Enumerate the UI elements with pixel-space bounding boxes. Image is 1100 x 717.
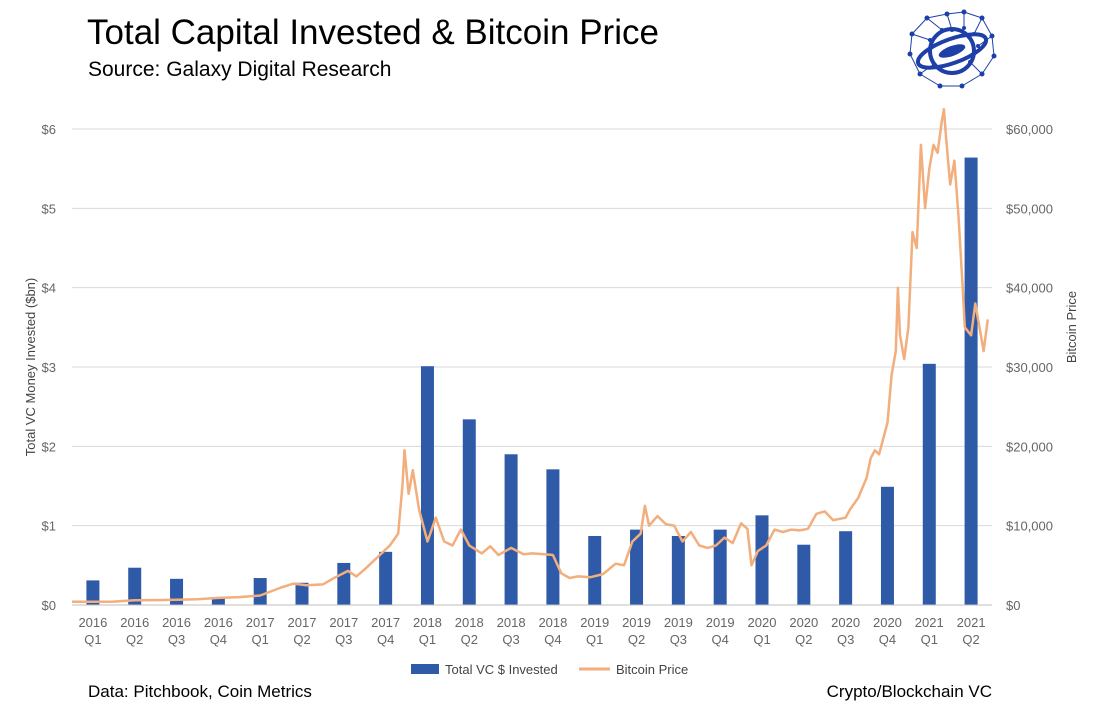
- x-tick-label-year: 2020: [831, 615, 860, 630]
- left-tick-label: $1: [42, 519, 56, 534]
- x-tick-label-year: 2017: [371, 615, 400, 630]
- left-tick-label: $0: [42, 598, 56, 613]
- vc-bar: [295, 582, 309, 605]
- x-tick-label-year: 2020: [748, 615, 777, 630]
- x-tick-label-year: 2018: [413, 615, 442, 630]
- x-tick-label-quarter: Q2: [795, 632, 812, 647]
- x-tick-label-year: 2019: [580, 615, 609, 630]
- right-tick-label: $10,000: [1006, 519, 1053, 534]
- vc-bar: [128, 567, 142, 605]
- x-tick-label-quarter: Q1: [921, 632, 938, 647]
- x-tick-label-year: 2017: [246, 615, 275, 630]
- x-tick-label-quarter: Q3: [670, 632, 687, 647]
- vc-bar: [630, 529, 644, 605]
- legend: Total VC $ Invested Bitcoin Price: [411, 662, 688, 677]
- vc-bar: [253, 578, 267, 605]
- x-tick-label-quarter: Q3: [837, 632, 854, 647]
- legend-swatch-vc: [411, 664, 439, 674]
- vc-bar: [337, 562, 351, 605]
- legend-label-vc: Total VC $ Invested: [445, 662, 558, 677]
- bitcoin-price-line: [71, 107, 990, 604]
- x-tick-label-year: 2020: [789, 615, 818, 630]
- x-tick-label-quarter: Q4: [210, 632, 227, 647]
- x-tick-label-quarter: Q1: [252, 632, 269, 647]
- galaxy-logo-icon: [902, 8, 1002, 99]
- left-tick-label: $6: [42, 122, 56, 137]
- vc-bar: [964, 157, 978, 605]
- x-tick-label-year: 2019: [706, 615, 735, 630]
- x-tick-label-quarter: Q1: [753, 632, 770, 647]
- right-tick-label: $60,000: [1006, 122, 1053, 137]
- vc-bar: [420, 366, 434, 605]
- x-tick-label-year: 2017: [288, 615, 317, 630]
- x-tick-label-year: 2018: [497, 615, 526, 630]
- vc-bar: [880, 486, 894, 605]
- x-tick-label-year: 2021: [957, 615, 986, 630]
- x-tick-label-year: 2018: [538, 615, 567, 630]
- right-tick-label: $30,000: [1006, 360, 1053, 375]
- x-tick-label-quarter: Q1: [84, 632, 101, 647]
- vc-bar: [922, 363, 936, 605]
- x-tick-label-quarter: Q2: [962, 632, 979, 647]
- x-tick-label-quarter: Q4: [712, 632, 729, 647]
- chart-subtitle: Source: Galaxy Digital Research: [88, 58, 392, 81]
- right-tick-label: $20,000: [1006, 439, 1053, 454]
- vc-bar: [170, 578, 184, 605]
- x-tick-label-quarter: Q4: [544, 632, 561, 647]
- left-tick-label: $5: [42, 201, 56, 216]
- left-tick-label: $3: [42, 360, 56, 375]
- x-tick-label-year: 2019: [622, 615, 651, 630]
- x-tick-label-year: 2020: [873, 615, 902, 630]
- x-tick-label-quarter: Q2: [293, 632, 310, 647]
- legend-label-btc: Bitcoin Price: [616, 662, 688, 677]
- vc-bar: [86, 580, 100, 605]
- x-tick-label-year: 2018: [455, 615, 484, 630]
- left-axis-title: Total VC Money Invested ($bn): [23, 278, 38, 456]
- x-tick-label-quarter: Q3: [335, 632, 352, 647]
- x-tick-label-quarter: Q4: [377, 632, 394, 647]
- x-tick-label-year: 2016: [78, 615, 107, 630]
- vc-bar: [379, 551, 393, 605]
- chart-title: Total Capital Invested & Bitcoin Price: [87, 13, 659, 52]
- x-tick-label-quarter: Q2: [628, 632, 645, 647]
- vc-bar: [671, 535, 685, 605]
- x-tick-label-year: 2016: [162, 615, 191, 630]
- vc-bar: [546, 469, 560, 605]
- x-axis-ticks: 2016 Q1 2016 Q2 2016 Q3 2016 Q4 2017 Q1 2017 Q2 2017…: [78, 615, 985, 647]
- x-tick-label-year: 2016: [204, 615, 233, 630]
- right-tick-label: $0: [1006, 598, 1020, 613]
- x-tick-label-quarter: Q3: [502, 632, 519, 647]
- left-axis-ticks: $0 $1 $2 $3 $4 $5 $6: [42, 122, 56, 613]
- x-tick-label-quarter: Q3: [168, 632, 185, 647]
- right-axis-ticks: $0 $10,000 $20,000 $30,000 $40,000 $50,000 $60…: [1006, 122, 1053, 613]
- x-tick-label-quarter: Q1: [586, 632, 603, 647]
- vc-bar: [755, 515, 769, 605]
- grid-lines: [72, 128, 992, 527]
- vc-bar: [588, 535, 602, 605]
- right-tick-label: $40,000: [1006, 281, 1053, 296]
- vc-bar: [797, 544, 811, 605]
- x-tick-label-year: 2017: [329, 615, 358, 630]
- x-tick-label-quarter: Q2: [461, 632, 478, 647]
- footer-label: Crypto/Blockchain VC: [826, 682, 992, 701]
- x-tick-label-year: 2019: [664, 615, 693, 630]
- left-tick-label: $2: [42, 439, 56, 454]
- right-tick-label: $50,000: [1006, 201, 1053, 216]
- vc-bar: [462, 419, 476, 605]
- vc-bar: [504, 454, 518, 605]
- right-axis-title: Bitcoin Price: [1064, 291, 1079, 363]
- left-tick-label: $4: [42, 281, 56, 296]
- x-tick-label-year: 2016: [120, 615, 149, 630]
- x-tick-label-year: 2021: [915, 615, 944, 630]
- x-tick-label-quarter: Q2: [126, 632, 143, 647]
- vc-bar: [839, 531, 853, 605]
- x-tick-label-quarter: Q4: [879, 632, 896, 647]
- vc-bars: [86, 157, 978, 605]
- footer-source: Data: Pitchbook, Coin Metrics: [88, 682, 312, 701]
- vc-bar: [713, 529, 727, 605]
- vc-bar: [211, 597, 225, 605]
- x-tick-label-quarter: Q1: [419, 632, 436, 647]
